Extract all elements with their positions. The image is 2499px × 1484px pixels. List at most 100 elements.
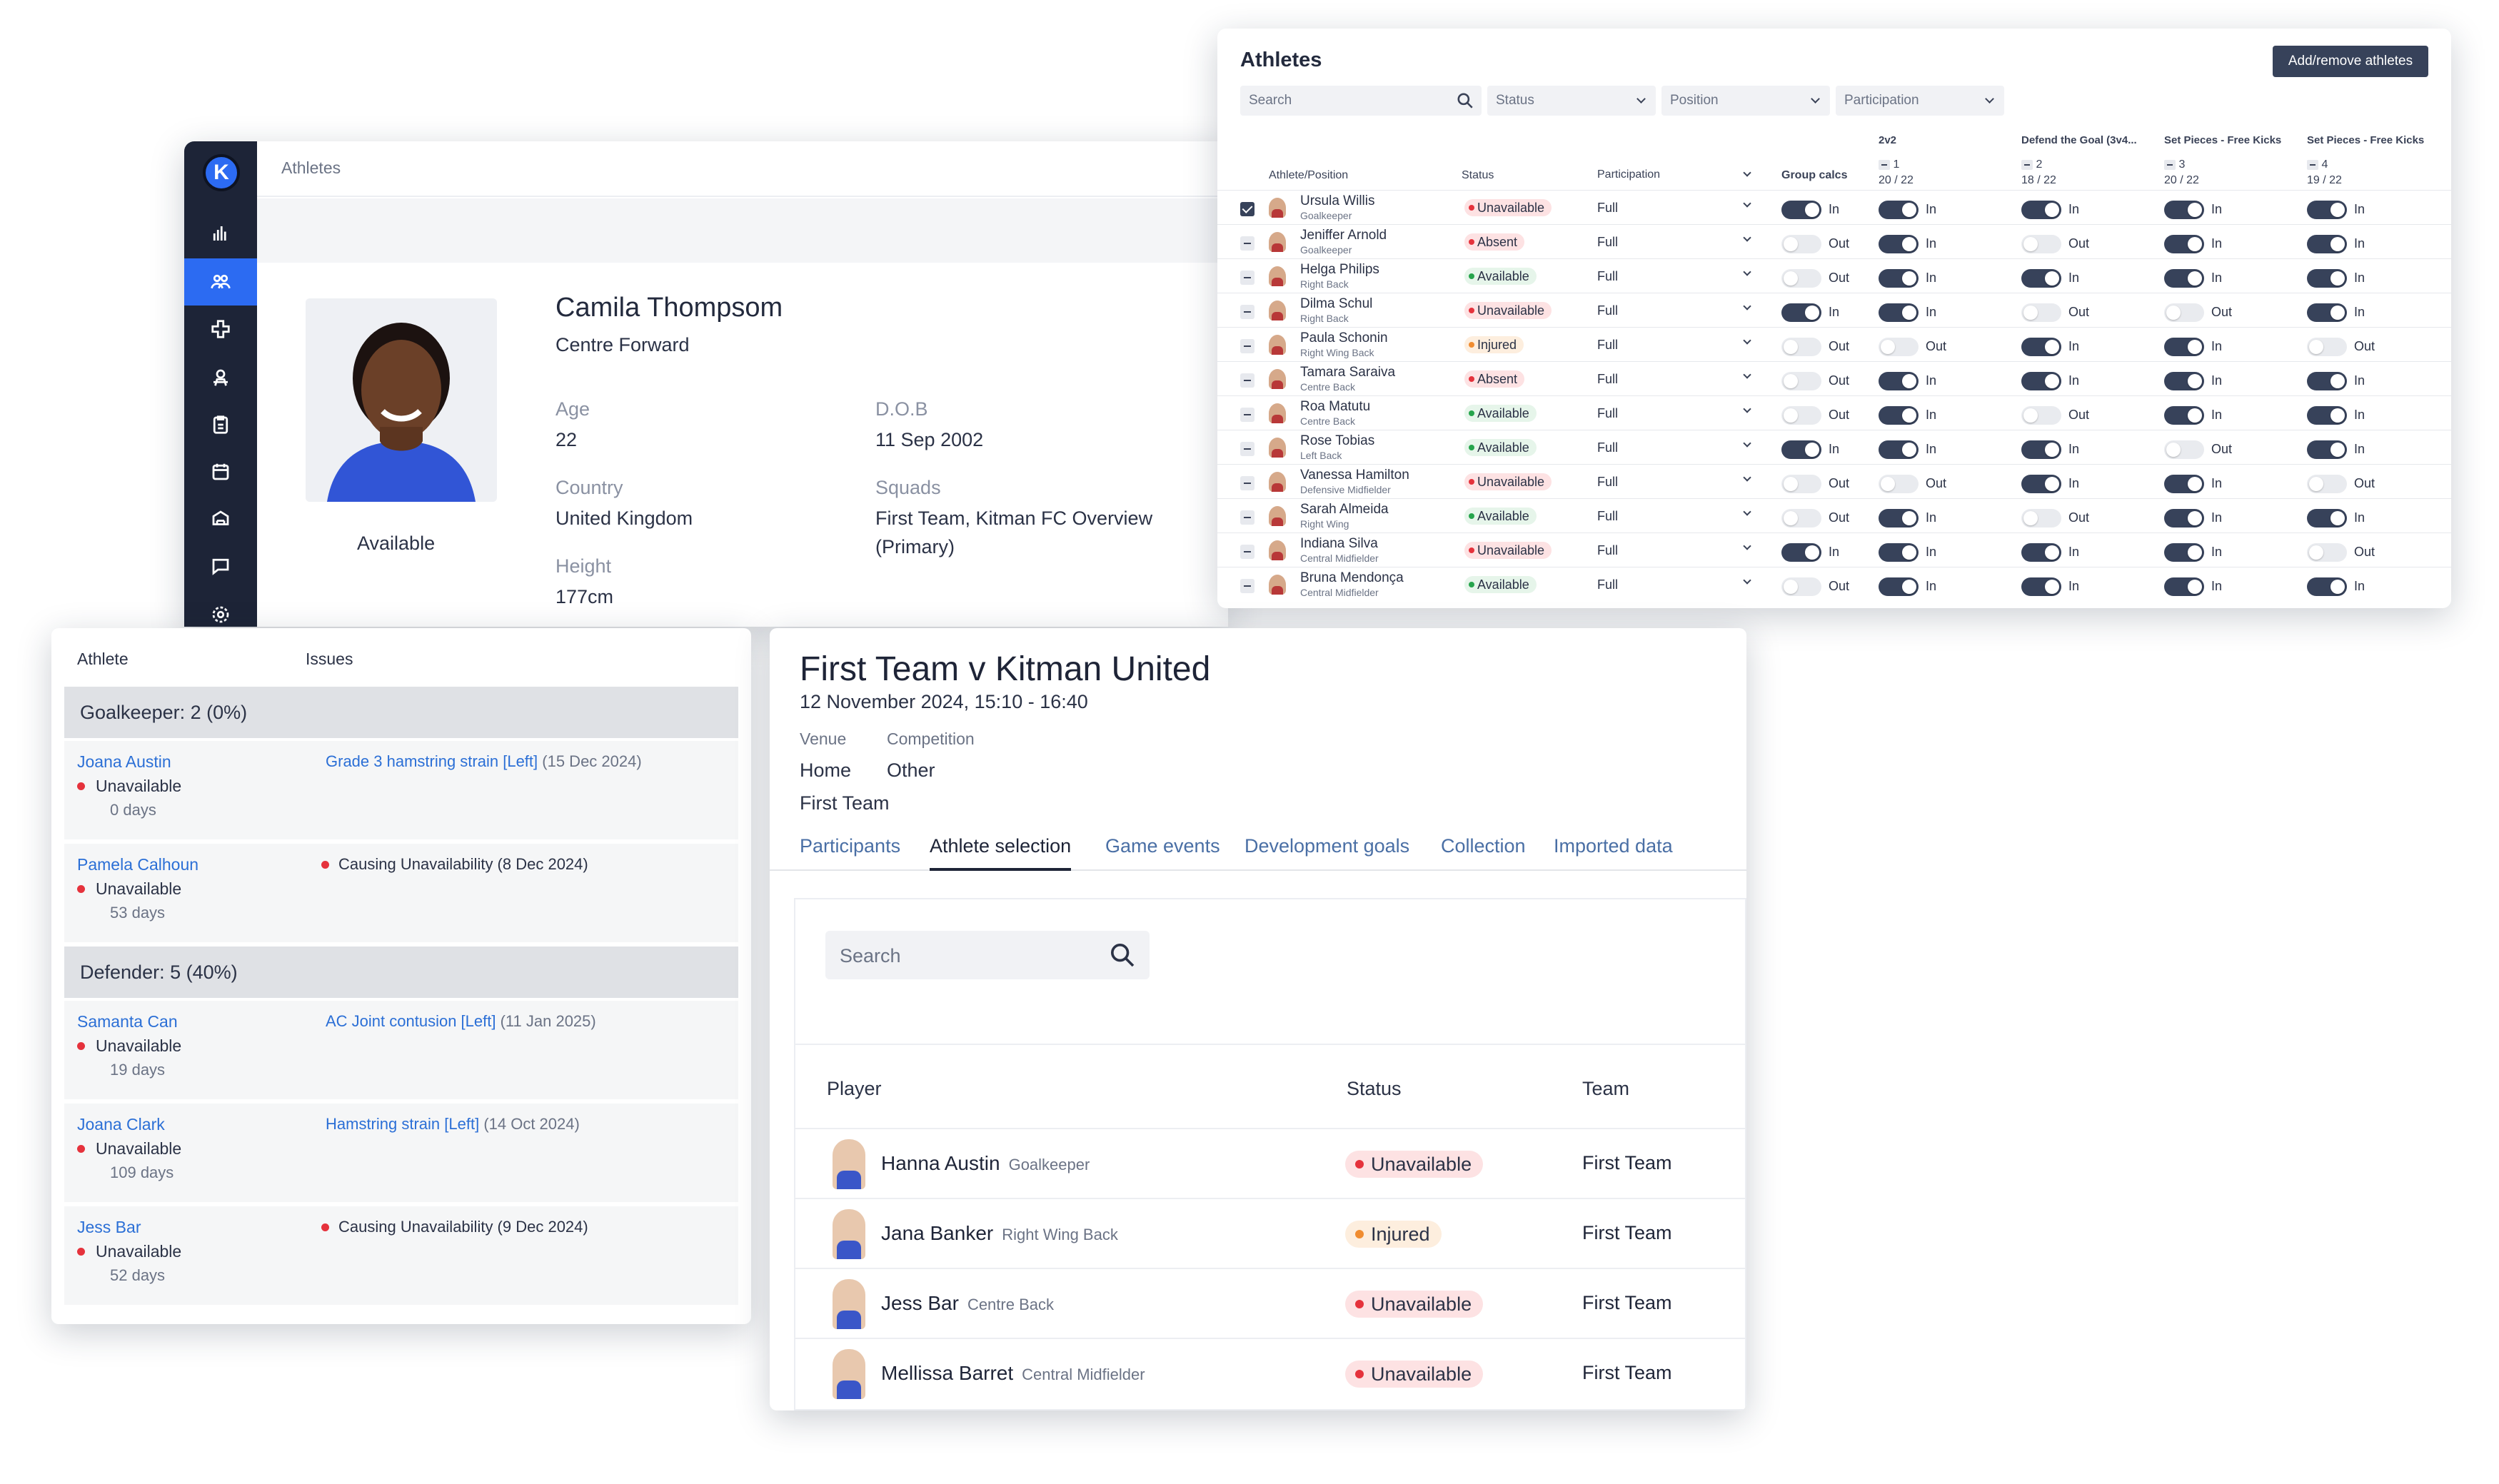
toggle-switch[interactable] xyxy=(2164,406,2204,425)
athlete-name[interactable]: Indiana Silva xyxy=(1300,536,1378,551)
toggle-switch[interactable] xyxy=(2307,509,2347,528)
athlete-name-link[interactable]: Joana Clark xyxy=(77,1115,165,1134)
row-checkbox[interactable] xyxy=(1240,408,1254,422)
participation-toggle[interactable]: In xyxy=(2307,269,2365,288)
participation-toggle[interactable]: Out xyxy=(2307,475,2375,493)
chevron-down-icon[interactable] xyxy=(1743,268,1751,276)
player-search-input[interactable]: Search xyxy=(825,931,1150,979)
participation-toggle[interactable]: In xyxy=(1781,201,1839,219)
athlete-name[interactable]: Ursula Willis xyxy=(1300,193,1375,208)
participation-value[interactable]: Full xyxy=(1597,440,1619,455)
participation-toggle[interactable]: In xyxy=(1879,543,1936,562)
participation-toggle[interactable]: In xyxy=(2307,303,2365,322)
athlete-name-link[interactable]: Pamela Calhoun xyxy=(77,855,199,874)
chevron-down-icon[interactable] xyxy=(1743,336,1751,345)
participation-toggle[interactable]: Out xyxy=(2164,440,2232,459)
toggle-switch[interactable] xyxy=(2307,269,2347,288)
participation-toggle[interactable]: In xyxy=(2021,475,2079,493)
athlete-name[interactable]: Sarah Almeida xyxy=(1300,502,1389,517)
add-remove-athletes-button[interactable]: Add/remove athletes xyxy=(2273,46,2428,77)
toggle-switch[interactable] xyxy=(1781,201,1821,219)
participation-toggle[interactable]: Out xyxy=(1781,509,1849,528)
toggle-switch[interactable] xyxy=(1879,509,1919,528)
toggle-switch[interactable] xyxy=(1879,440,1919,459)
participation-toggle[interactable]: In xyxy=(2021,201,2079,219)
toggle-switch[interactable] xyxy=(2021,303,2061,322)
chevron-down-icon[interactable] xyxy=(1743,439,1751,448)
performance-icon[interactable] xyxy=(184,354,257,401)
table-row[interactable]: Mellissa Barret Central Midfielder Unavail… xyxy=(794,1338,1746,1408)
row-checkbox[interactable] xyxy=(1240,202,1254,216)
participation-toggle[interactable]: In xyxy=(2164,269,2222,288)
athlete-name-link[interactable]: Jess Bar xyxy=(77,1218,141,1236)
participation-toggle[interactable]: In xyxy=(2164,201,2222,219)
player-name[interactable]: Jess Bar Centre Back xyxy=(881,1292,1054,1315)
athlete-name[interactable]: Roa Matutu xyxy=(1300,399,1371,414)
workload-icon[interactable] xyxy=(184,495,257,542)
participation-toggle[interactable]: In xyxy=(2021,440,2079,459)
issue-name[interactable]: Grade 3 hamstring strain [Left] xyxy=(326,752,538,770)
participation-toggle[interactable]: In xyxy=(2307,406,2365,425)
toggle-switch[interactable] xyxy=(2307,577,2347,596)
toggle-switch[interactable] xyxy=(2021,269,2061,288)
table-row[interactable]: Jana Banker Right Wing Back Injured First T… xyxy=(794,1198,1746,1268)
toggle-switch[interactable] xyxy=(1781,475,1821,493)
toggle-switch[interactable] xyxy=(1781,372,1821,390)
participation-toggle[interactable]: In xyxy=(1781,440,1839,459)
participation-toggle[interactable]: Out xyxy=(1781,372,1849,390)
row-checkbox[interactable] xyxy=(1240,442,1254,456)
athlete-name[interactable]: Rose Tobias xyxy=(1300,433,1375,448)
tab-development-goals[interactable]: Development goals xyxy=(1245,835,1410,857)
kitman-logo[interactable]: K xyxy=(203,154,240,191)
collapse-icon[interactable] xyxy=(1879,159,1890,170)
participation-toggle[interactable]: In xyxy=(1879,303,1936,322)
analytics-icon[interactable] xyxy=(184,210,257,257)
participation-toggle[interactable]: Out xyxy=(2021,406,2089,425)
participation-toggle[interactable]: In xyxy=(2307,440,2365,459)
toggle-switch[interactable] xyxy=(2021,543,2061,562)
toggle-switch[interactable] xyxy=(2164,543,2204,562)
row-checkbox[interactable] xyxy=(1240,305,1254,319)
player-name[interactable]: Hanna Austin Goalkeeper xyxy=(881,1152,1090,1175)
chevron-down-icon[interactable] xyxy=(1743,576,1751,585)
chevron-down-icon[interactable] xyxy=(1743,233,1751,242)
toggle-switch[interactable] xyxy=(2307,372,2347,390)
row-checkbox[interactable] xyxy=(1240,510,1254,525)
participation-toggle[interactable]: In xyxy=(2164,509,2222,528)
toggle-switch[interactable] xyxy=(1879,235,1919,253)
participation-value[interactable]: Full xyxy=(1597,577,1619,592)
issue-name[interactable]: AC Joint contusion [Left] xyxy=(326,1012,496,1030)
toggle-switch[interactable] xyxy=(1781,303,1821,322)
participation-toggle[interactable]: In xyxy=(1879,406,1936,425)
issue-name[interactable]: Hamstring strain [Left] xyxy=(326,1115,480,1133)
toggle-switch[interactable] xyxy=(2021,440,2061,459)
search-input[interactable]: Search xyxy=(1240,86,1482,116)
row-checkbox[interactable] xyxy=(1240,545,1254,559)
athlete-name[interactable]: Bruna Mendonça xyxy=(1300,570,1404,585)
forms-icon[interactable] xyxy=(184,401,257,448)
participation-value[interactable]: Full xyxy=(1597,303,1619,318)
chevron-down-icon[interactable] xyxy=(1743,199,1751,208)
athlete-name-link[interactable]: Joana Austin xyxy=(77,752,171,771)
participation-toggle[interactable]: In xyxy=(2164,235,2222,253)
collapse-icon[interactable] xyxy=(2307,159,2318,170)
participation-toggle[interactable]: In xyxy=(1879,235,1936,253)
position-group-header[interactable]: Defender: 5 (40%) xyxy=(64,947,738,998)
tab-collection[interactable]: Collection xyxy=(1441,835,1526,857)
toggle-switch[interactable] xyxy=(2307,406,2347,425)
toggle-switch[interactable] xyxy=(2307,303,2347,322)
row-checkbox[interactable] xyxy=(1240,339,1254,353)
tab-participants[interactable]: Participants xyxy=(800,835,901,857)
collapse-icon[interactable] xyxy=(2164,159,2176,170)
toggle-switch[interactable] xyxy=(2164,475,2204,493)
participation-toggle[interactable]: In xyxy=(2164,577,2222,596)
participation-toggle[interactable]: Out xyxy=(1781,269,1849,288)
participation-toggle[interactable]: In xyxy=(2021,577,2079,596)
status-filter-dropdown[interactable]: Status xyxy=(1487,86,1656,116)
participation-value[interactable]: Full xyxy=(1597,372,1619,386)
participation-toggle[interactable]: In xyxy=(2164,406,2222,425)
athlete-name[interactable]: Dilma Schul xyxy=(1300,296,1373,311)
participation-value[interactable]: Full xyxy=(1597,406,1619,420)
participation-value[interactable]: Full xyxy=(1597,235,1619,249)
toggle-switch[interactable] xyxy=(2164,201,2204,219)
